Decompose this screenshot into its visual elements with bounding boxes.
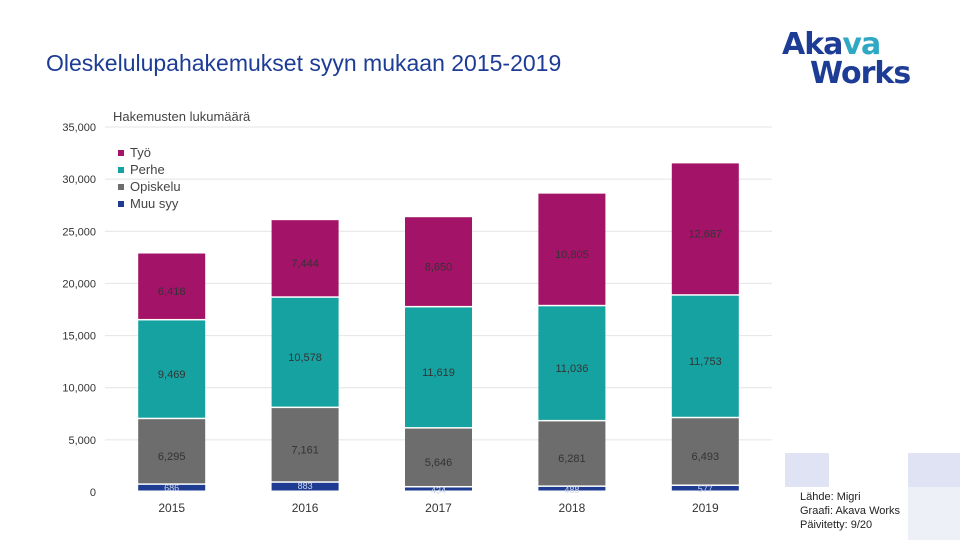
y-tick-label: 20,000 xyxy=(62,278,96,290)
data-label-opiskelu-2015: 6,295 xyxy=(158,451,186,463)
bar-perhe-2015 xyxy=(138,320,206,418)
data-label-opiskelu-2019: 6,493 xyxy=(692,451,720,463)
bar-muu-2019 xyxy=(671,485,739,491)
x-tick-label: 2015 xyxy=(158,501,185,515)
legend-item-perhe: Perhe xyxy=(118,161,181,178)
x-tick-label: 2018 xyxy=(559,501,586,515)
y-tick-label: 30,000 xyxy=(62,174,96,186)
data-label-tyo-2017: 8,650 xyxy=(425,261,453,273)
bar-perhe-2017 xyxy=(405,307,472,428)
decor-block xyxy=(785,453,829,487)
bar-opiskelu-2017 xyxy=(405,428,472,486)
data-label-perhe-2019: 11,753 xyxy=(689,356,722,368)
data-label-perhe-2018: 11,036 xyxy=(555,363,588,375)
data-label-perhe-2015: 9,469 xyxy=(158,369,186,381)
y-tick-label: 25,000 xyxy=(62,226,96,238)
data-label-muu-2019: 577 xyxy=(698,484,713,494)
decor-block xyxy=(908,453,960,487)
source-note: Lähde: Migri Graafi: Akava Works Päivite… xyxy=(800,491,901,531)
legend-item-muu: Muu syy xyxy=(118,195,181,212)
bar-opiskelu-2019 xyxy=(671,418,739,485)
legend-item-opiskelu: Opiskelu xyxy=(118,178,181,195)
bar-tyo-2019 xyxy=(671,163,739,295)
y-tick-label: 5,000 xyxy=(68,435,96,447)
bar-muu-2017 xyxy=(405,487,472,491)
bar-perhe-2016 xyxy=(271,297,339,407)
data-label-tyo-2019: 12,687 xyxy=(688,229,722,241)
data-label-muu-2016: 883 xyxy=(298,481,313,491)
data-label-perhe-2016: 10,578 xyxy=(288,352,322,364)
bar-muu-2018 xyxy=(538,486,606,491)
legend-item-tyo: Työ xyxy=(118,144,181,161)
bar-tyo-2015 xyxy=(138,253,206,319)
y-axis-title: Hakemusten lukumäärä xyxy=(113,109,251,124)
bar-opiskelu-2018 xyxy=(538,421,606,486)
bar-tyo-2017 xyxy=(405,217,472,306)
data-label-tyo-2015: 6,418 xyxy=(158,286,186,298)
x-tick-label: 2017 xyxy=(425,501,452,515)
bar-opiskelu-2016 xyxy=(271,408,339,482)
y-tick-label: 15,000 xyxy=(62,331,96,343)
x-tick-label: 2019 xyxy=(692,501,719,515)
bar-perhe-2019 xyxy=(671,295,739,417)
page-title: Oleskelulupahakemukset syyn mukaan 2015-… xyxy=(46,50,562,76)
data-label-opiskelu-2016: 7,161 xyxy=(291,444,319,456)
bar-tyo-2018 xyxy=(538,193,606,305)
data-label-opiskelu-2017: 5,646 xyxy=(425,457,453,469)
y-tick-label: 0 xyxy=(90,487,96,499)
data-label-muu-2015: 686 xyxy=(164,483,179,493)
akava-works-logo: Akava Works xyxy=(782,27,911,91)
bar-muu-2015 xyxy=(138,484,206,491)
chart-legend: Työ Perhe Opiskelu Muu syy xyxy=(118,144,181,212)
data-label-muu-2018: 488 xyxy=(564,485,579,495)
data-label-tyo-2018: 10,805 xyxy=(555,249,589,261)
bar-tyo-2016 xyxy=(271,220,339,297)
data-label-tyo-2016: 7,444 xyxy=(291,258,319,270)
data-label-opiskelu-2018: 6,281 xyxy=(558,453,586,465)
data-label-perhe-2017: 11,619 xyxy=(422,367,455,379)
bar-opiskelu-2015 xyxy=(138,419,206,484)
bar-muu-2016 xyxy=(271,482,339,491)
y-tick-label: 10,000 xyxy=(62,383,96,395)
data-label-muu-2017: 434 xyxy=(431,485,446,495)
bar-perhe-2018 xyxy=(538,306,606,420)
y-tick-label: 35,000 xyxy=(62,122,96,134)
x-tick-label: 2016 xyxy=(292,501,319,515)
decor-block xyxy=(908,487,960,540)
